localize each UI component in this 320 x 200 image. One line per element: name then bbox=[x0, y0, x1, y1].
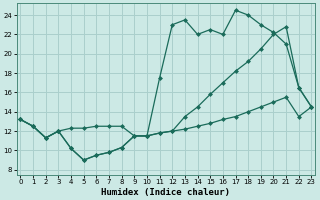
X-axis label: Humidex (Indice chaleur): Humidex (Indice chaleur) bbox=[101, 188, 230, 197]
